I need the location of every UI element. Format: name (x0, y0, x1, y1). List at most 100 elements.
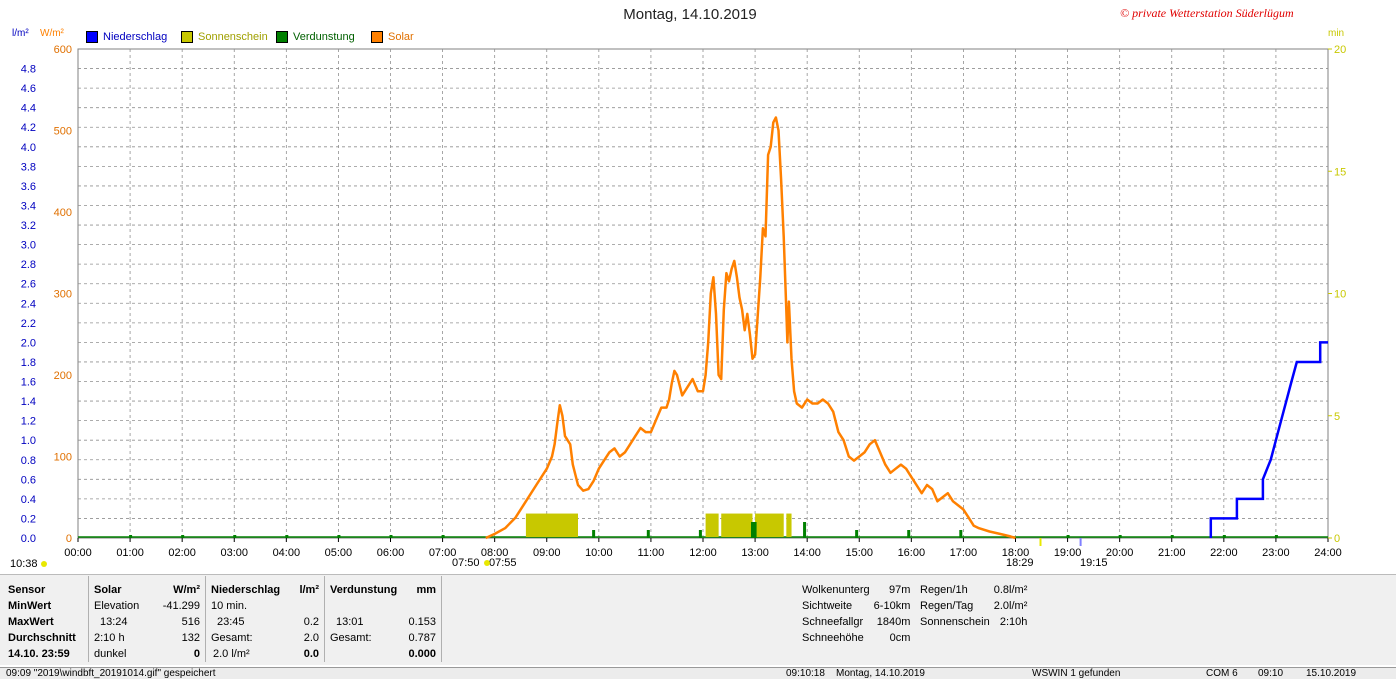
precip-tick-label: 1.0 (21, 435, 36, 447)
evaporation-bar (646, 530, 650, 538)
x-tick-label: 08:00 (481, 547, 509, 559)
x-tick-label: 16:00 (898, 547, 926, 559)
sunshine-bar (705, 513, 719, 537)
precip-tick-label: 2.4 (21, 298, 36, 310)
cloud-base-label: Wolkenunterg (802, 584, 870, 596)
precip-tick-label: 2.6 (21, 279, 36, 291)
precip-day-total: 2.0 l/m² (213, 648, 250, 660)
precip-tick-label: 0.8 (21, 455, 36, 467)
evaporation-point (1170, 535, 1174, 538)
evap-max-value: 0.153 (408, 616, 436, 628)
evaporation-point (285, 535, 289, 538)
evaporation-bar (907, 530, 911, 538)
precip-interval-value (294, 598, 321, 614)
solar-min-value: -41.299 (162, 600, 200, 612)
precip-tick-label: 4.6 (21, 83, 36, 95)
min-tick-label: 0 (1334, 533, 1340, 545)
solar-max-time: 13:24 (100, 616, 128, 628)
x-tick-label: 04:00 (273, 547, 301, 559)
x-tick-label: 10:00 (585, 547, 613, 559)
evap-total-value: 0.787 (408, 632, 436, 644)
sunset2-label: 19:15 (1080, 557, 1108, 569)
legend-niederschlag: Niederschlag (86, 31, 167, 43)
minutes-unit-label: min (1328, 28, 1345, 39)
precip-tick-label: 1.4 (21, 396, 36, 408)
x-tick-label: 18:00 (1002, 547, 1030, 559)
moon-time-label: 10:38 (10, 558, 38, 570)
legend-verdunstung: Verdunstung (276, 31, 355, 43)
legend-sonnenschein: Sonnenschein (181, 31, 268, 43)
x-tick-label: 05:00 (325, 547, 353, 559)
legend-swatch (371, 31, 383, 43)
min-tick-label: 5 (1334, 411, 1340, 423)
plot-area (77, 48, 1329, 539)
status-port: COM 6 (1206, 668, 1238, 679)
evaporation-stats: Verdunstung mm 13:01 0.153 Gesamt: 0.787 0.… (328, 582, 438, 662)
x-tick-label: 12:00 (689, 547, 717, 559)
precip-tick-label: 0.4 (21, 494, 36, 506)
solar-unit: W/m² (173, 584, 200, 596)
x-tick-label: 23:00 (1262, 547, 1290, 559)
precip-tick-label: 3.4 (21, 200, 36, 212)
evaporation-point (1066, 535, 1070, 538)
precip-total-label: Gesamt: (211, 632, 253, 644)
rain-day-label: Regen/Tag (920, 600, 974, 612)
evap-max-time: 13:01 (336, 616, 364, 628)
min-tick-label: 15 (1334, 166, 1346, 178)
evaporation-point (181, 535, 185, 538)
legend-swatch (181, 31, 193, 43)
precip-tick-label: 3.0 (21, 240, 36, 252)
x-tick-label: 15:00 (845, 547, 873, 559)
visibility-value: 6-10km (873, 600, 911, 612)
evaporation-bar (753, 522, 757, 538)
solar-line (485, 116, 1016, 540)
evaporation-point (1222, 535, 1226, 538)
evaporation-point (1118, 535, 1122, 538)
legend-solar: Solar (371, 31, 414, 43)
rain-hour-value: 0.8l/m² (993, 584, 1028, 596)
sunshine-label: Sonnenschein (920, 616, 990, 628)
rain-day-value: 2.0l/m² (993, 600, 1028, 612)
snowline-value: 1840m (876, 616, 911, 628)
solar-tick-label: 500 (54, 126, 72, 138)
status-date: Montag, 14.10.2019 (836, 668, 925, 679)
precip-tick-label: 4.0 (21, 142, 36, 154)
status-bar: 09:09 "2019\windbft_20191014.gif" gespei… (0, 667, 1396, 679)
precip-tick-label: 2.2 (21, 318, 36, 330)
evap-unit: mm (416, 584, 436, 596)
precip-max-time: 23:45 (217, 616, 245, 628)
precip-tick-label: 3.2 (21, 220, 36, 232)
rain-info: Regen/1h 0.8l/m² Regen/Tag 2.0l/m² Sonnens… (918, 582, 1029, 630)
evap-total-label: Gesamt: (330, 632, 372, 644)
evaporation-bar (750, 522, 754, 538)
precip-tick-label: 4.4 (21, 103, 36, 115)
sunshine-bar (721, 513, 753, 537)
evaporation-bar (698, 530, 702, 538)
solar-dark-label: dunkel (94, 648, 127, 660)
precip-tick-label: 2.0 (21, 337, 36, 349)
status-day: 15.10.2019 (1306, 668, 1357, 679)
precip-tick-label: 3.6 (21, 181, 36, 193)
evaporation-point (441, 535, 445, 538)
precip-unit: l/m² (299, 584, 319, 596)
x-tick-label: 17:00 (950, 547, 978, 559)
solar-unit-label: W/m² (40, 28, 64, 39)
precip-tick-label: 0.2 (21, 513, 36, 525)
solar-min-label: Elevation (94, 600, 140, 612)
evaporation-point (389, 535, 393, 538)
x-tick-label: 13:00 (741, 547, 769, 559)
x-tick-label: 07:00 (429, 547, 457, 559)
evaporation-bar (855, 530, 859, 538)
precip-total-value: 2.0 (303, 632, 319, 644)
column-divider (205, 576, 206, 662)
solar-tick-label: 400 (54, 207, 72, 219)
legend-label: Solar (388, 31, 414, 43)
status-clock: 09:10 (1258, 668, 1284, 679)
weather-info: Wolkenunterg 97m Sichtweite 6-10km Schneef… (800, 582, 912, 646)
precip-header: Niederschlag (211, 584, 281, 596)
solar-tick-label: 300 (54, 289, 72, 301)
precip-tick-label: 0.0 (21, 533, 36, 545)
precip-tick-label: 1.8 (21, 357, 36, 369)
evaporation-bar (959, 530, 963, 538)
snow-depth-label: Schneehöhe (802, 632, 864, 644)
